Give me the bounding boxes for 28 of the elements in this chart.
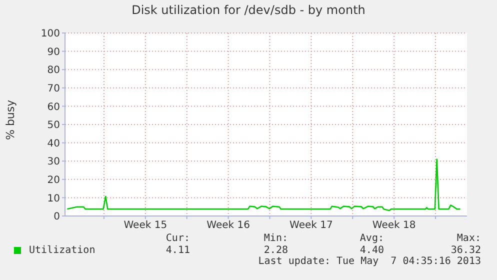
x-tick-label: Week 16 — [206, 220, 250, 232]
y-tick-label: 70 — [47, 83, 60, 94]
legend-label: Utilization — [28, 245, 96, 256]
y-tick-label: 10 — [47, 193, 60, 204]
text: 4.40 — [358, 245, 384, 256]
text: Avg: — [358, 233, 384, 244]
y-tick-label: 60 — [47, 102, 60, 113]
y-tick-label: 90 — [47, 46, 60, 58]
y-tick-label: 0 — [54, 212, 60, 223]
y-tick-label: 80 — [47, 65, 60, 76]
x-tick-label: Week 17 — [290, 220, 333, 232]
y-tick-label: 20 — [47, 174, 60, 186]
text: 36.32 — [450, 245, 481, 256]
y-axis-title: % busy — [4, 100, 17, 140]
text: Last update: Tue May 7 04:35:16 2013 — [257, 256, 481, 267]
x-tick-label: Week 15 — [124, 220, 168, 232]
text: Cur: — [164, 233, 190, 244]
y-tick-label: 100 — [40, 28, 60, 40]
x-tick-label: Week 18 — [372, 220, 416, 232]
text: Max: — [456, 233, 481, 244]
text: 4.11 — [164, 245, 190, 256]
y-tick-label: 50 — [47, 120, 60, 132]
y-tick-label: 40 — [47, 138, 60, 150]
line-series — [66, 158, 461, 212]
text: Min: — [262, 233, 288, 244]
chart-title: Disk utilization for /dev/sdb - by month — [130, 3, 366, 17]
y-tick-label: 30 — [47, 156, 60, 168]
text: 2.28 — [262, 245, 288, 256]
